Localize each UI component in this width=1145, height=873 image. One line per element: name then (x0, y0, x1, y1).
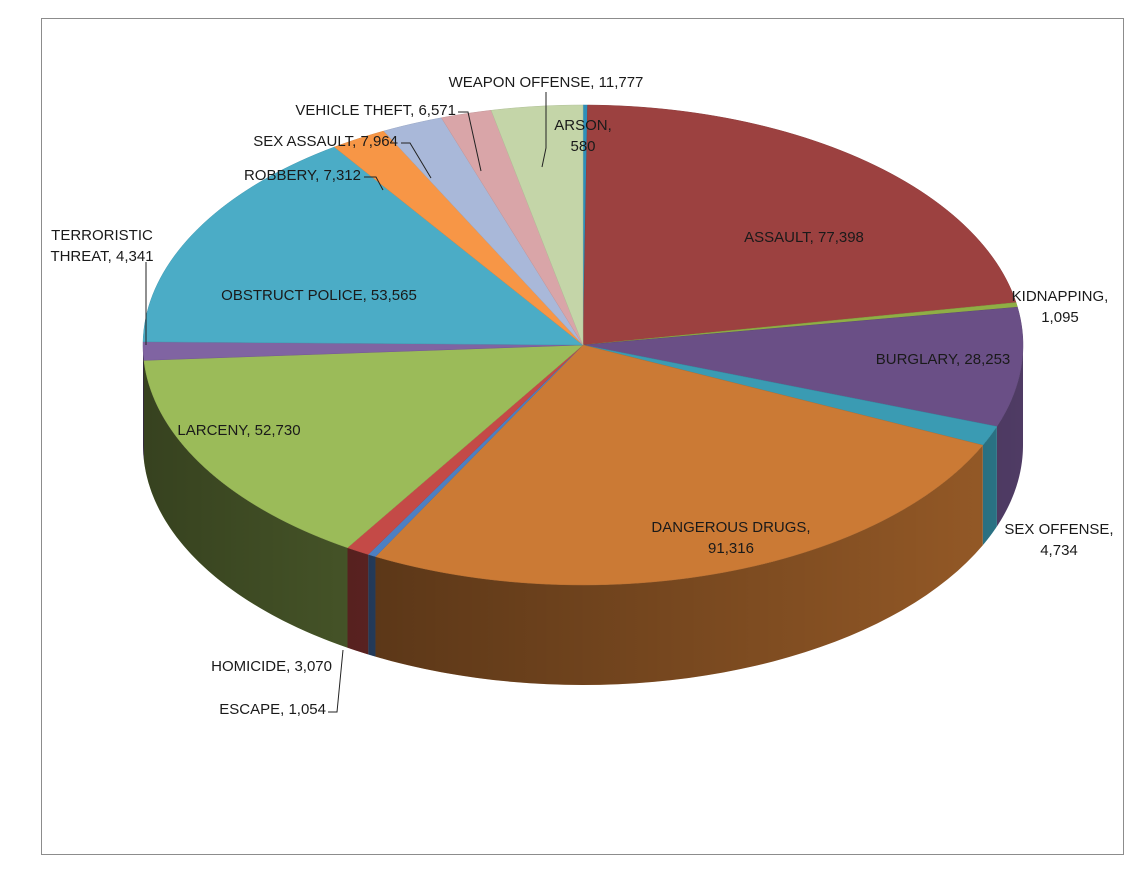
data-label-line: WEAPON OFFENSE, 11,777 (449, 74, 644, 91)
data-label-obstruct-police: OBSTRUCT POLICE, 53,565 (221, 287, 417, 304)
leader-lines (145, 92, 547, 713)
slice-dangerous-drugs (375, 344, 984, 586)
data-label-robbery: ROBBERY, 7,312 (244, 167, 361, 184)
data-label-line: 580 (570, 138, 595, 155)
data-label-line: SEX ASSAULT, 7,964 (253, 133, 398, 150)
data-label-homicide: HOMICIDE, 3,070 (211, 658, 332, 675)
data-label-weapon-offense: WEAPON OFFENSE, 11,777 (449, 74, 644, 91)
slice-weapon-offense (490, 104, 584, 346)
data-label-assault: ASSAULT, 77,398 (744, 229, 864, 246)
data-label-line: VEHICLE THEFT, 6,571 (295, 102, 456, 119)
data-label-burglary: BURGLARY, 28,253 (876, 351, 1011, 368)
data-label-line: ARSON, (554, 117, 612, 134)
slice-obstruct-police (142, 146, 584, 346)
data-label-line: ASSAULT, 77,398 (744, 229, 864, 246)
data-label-line: KIDNAPPING, (1012, 288, 1109, 305)
pie-sides (143, 345, 1023, 685)
leader-line-escape (328, 649, 344, 713)
side-shading (143, 345, 1023, 685)
data-label-line: ROBBERY, 7,312 (244, 167, 361, 184)
data-label-escape: ESCAPE, 1,054 (219, 701, 326, 718)
data-label-line: SEX OFFENSE, (1004, 521, 1113, 538)
data-label-line: OBSTRUCT POLICE, 53,565 (221, 287, 417, 304)
data-label-dangerous-drugs: DANGEROUS DRUGS, 91,316 (651, 519, 810, 557)
slice-sex-assault (383, 117, 584, 346)
slice-assault (582, 104, 1017, 346)
data-label-line: 4,734 (1040, 542, 1078, 559)
data-label-arson: ARSON, 580 (554, 117, 612, 155)
leader-line-robbery (364, 176, 384, 191)
data-label-line: 1,095 (1041, 309, 1079, 326)
data-label-line: 91,316 (708, 540, 754, 557)
data-label-line: THREAT, 4,341 (50, 248, 153, 265)
data-label-sex-offense: SEX OFFENSE, 4,734 (1004, 521, 1113, 559)
data-label-line: TERRORISTIC (51, 227, 153, 244)
data-label-kidnapping: KIDNAPPING, 1,095 (1012, 288, 1109, 326)
data-label-line: ESCAPE, 1,054 (219, 701, 326, 718)
data-label-vehicle-theft: VEHICLE THEFT, 6,571 (295, 102, 456, 119)
slice-vehicle-theft (440, 110, 584, 346)
data-label-larceny: LARCENY, 52,730 (177, 422, 300, 439)
slice-burglary (582, 306, 1024, 427)
data-label-terroristic-threat: TERRORISTIC THREAT, 4,341 (50, 227, 153, 265)
leader-line-vehicle-theft (458, 111, 482, 172)
data-label-line: BURGLARY, 28,253 (876, 351, 1011, 368)
leader-line-sex-assault (401, 142, 432, 179)
pie-slices (142, 104, 1024, 586)
data-label-line: DANGEROUS DRUGS, (651, 519, 810, 536)
data-label-line: LARCENY, 52,730 (177, 422, 300, 439)
slice-larceny (143, 344, 584, 549)
data-label-line: HOMICIDE, 3,070 (211, 658, 332, 675)
leader-line-weapon-offense (541, 92, 547, 168)
slice-robbery (333, 130, 584, 346)
data-label-sex-assault: SEX ASSAULT, 7,964 (253, 133, 398, 150)
data-labels: ARSON, 580 ASSAULT, 77,398 KIDNAPPING, 1,095… (50, 74, 1113, 718)
